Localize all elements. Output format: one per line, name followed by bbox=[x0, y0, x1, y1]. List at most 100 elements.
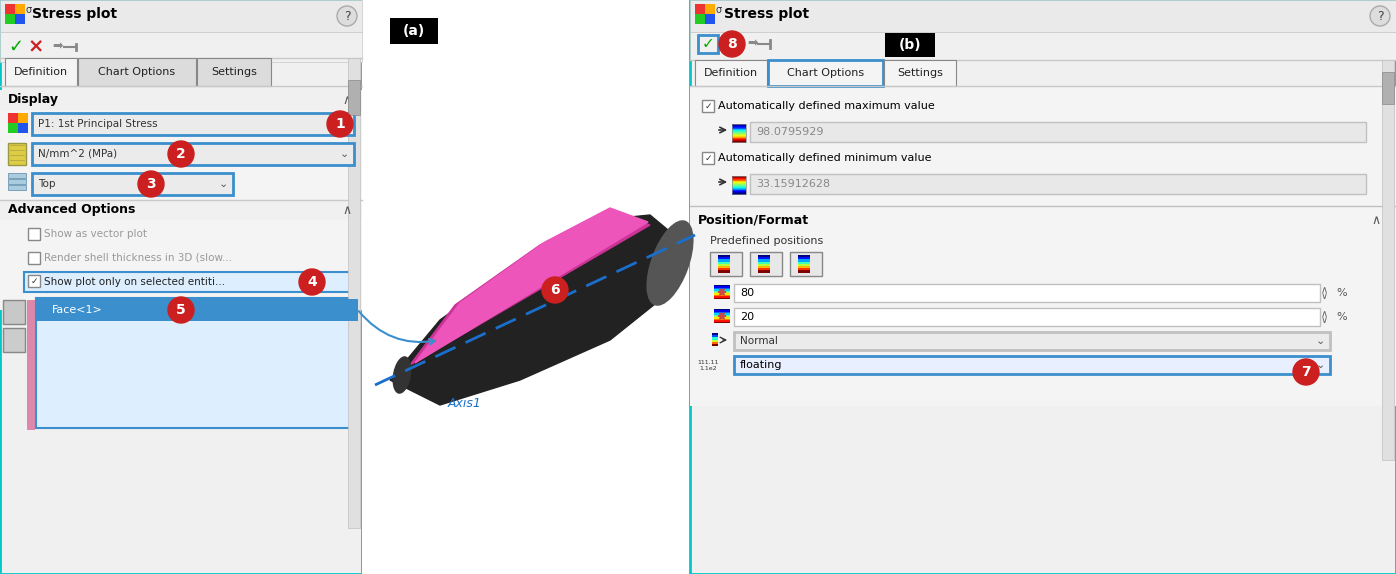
Text: (a): (a) bbox=[403, 24, 426, 38]
Bar bbox=[18, 123, 28, 133]
Bar bbox=[8, 185, 27, 190]
Text: Show as vector plot: Show as vector plot bbox=[45, 229, 147, 239]
Bar bbox=[734, 284, 1321, 302]
Text: ➡: ➡ bbox=[748, 37, 758, 51]
Bar bbox=[718, 266, 730, 268]
Text: Stress plot: Stress plot bbox=[32, 7, 117, 21]
Bar bbox=[0, 220, 362, 310]
Bar bbox=[732, 176, 745, 194]
Bar bbox=[6, 4, 15, 14]
Bar bbox=[732, 177, 745, 179]
Bar bbox=[734, 308, 1321, 326]
Text: Normal: Normal bbox=[740, 336, 778, 346]
Circle shape bbox=[336, 6, 357, 26]
Bar bbox=[732, 188, 745, 189]
Text: Definition: Definition bbox=[704, 68, 758, 78]
Bar bbox=[718, 264, 730, 266]
Circle shape bbox=[1369, 6, 1390, 26]
Bar bbox=[713, 313, 730, 315]
Bar bbox=[750, 174, 1367, 194]
Circle shape bbox=[168, 297, 194, 323]
Bar bbox=[702, 152, 713, 164]
Bar bbox=[713, 320, 730, 321]
Bar bbox=[15, 14, 25, 24]
Bar bbox=[3, 300, 25, 324]
Bar bbox=[712, 333, 718, 335]
Bar bbox=[750, 252, 782, 276]
Bar bbox=[768, 60, 884, 86]
Bar bbox=[0, 90, 362, 110]
Bar bbox=[732, 184, 745, 185]
Text: 1: 1 bbox=[335, 117, 345, 131]
Bar bbox=[3, 328, 25, 352]
Text: 8: 8 bbox=[727, 37, 737, 51]
Bar bbox=[690, 86, 1396, 406]
Ellipse shape bbox=[392, 356, 412, 394]
Bar bbox=[695, 60, 766, 86]
Bar bbox=[713, 285, 730, 286]
Bar bbox=[799, 264, 810, 266]
Bar bbox=[799, 266, 810, 268]
Text: floating: floating bbox=[740, 360, 783, 370]
Bar bbox=[713, 319, 730, 320]
Bar bbox=[732, 133, 745, 134]
Text: σ: σ bbox=[715, 5, 722, 15]
Bar bbox=[32, 113, 355, 135]
Bar bbox=[732, 127, 745, 129]
Text: Definition: Definition bbox=[14, 67, 68, 77]
Bar bbox=[36, 298, 357, 428]
Bar bbox=[6, 14, 15, 24]
Bar bbox=[732, 125, 745, 126]
Text: ➡: ➡ bbox=[53, 41, 63, 53]
Text: Display: Display bbox=[8, 94, 59, 107]
Bar bbox=[732, 135, 745, 136]
Text: ×: × bbox=[28, 37, 45, 56]
Text: ∧: ∧ bbox=[342, 204, 352, 216]
Text: Render shell thickness in 3D (slow...: Render shell thickness in 3D (slow... bbox=[45, 253, 232, 263]
Text: Face<1>: Face<1> bbox=[52, 305, 103, 315]
Bar bbox=[712, 338, 718, 340]
Bar bbox=[1382, 72, 1395, 104]
Bar bbox=[718, 262, 730, 264]
Bar bbox=[18, 113, 28, 123]
Text: %: % bbox=[1336, 288, 1347, 298]
Text: ✓: ✓ bbox=[704, 102, 712, 111]
Polygon shape bbox=[389, 215, 680, 405]
Bar bbox=[28, 275, 40, 287]
Bar bbox=[732, 138, 745, 139]
Bar bbox=[790, 252, 822, 276]
Bar bbox=[8, 143, 27, 165]
Bar bbox=[713, 289, 730, 290]
Text: (b): (b) bbox=[899, 38, 921, 52]
Bar bbox=[698, 35, 718, 53]
Ellipse shape bbox=[646, 220, 694, 306]
Bar bbox=[713, 321, 730, 323]
Bar bbox=[348, 58, 360, 528]
Text: ?: ? bbox=[343, 10, 350, 22]
Text: Axis1: Axis1 bbox=[448, 397, 482, 410]
Bar bbox=[8, 113, 18, 123]
Bar bbox=[8, 123, 18, 133]
Bar bbox=[799, 262, 810, 264]
Circle shape bbox=[1293, 359, 1319, 385]
Bar bbox=[750, 122, 1367, 142]
Bar bbox=[1382, 60, 1395, 460]
Bar bbox=[758, 268, 771, 270]
Bar bbox=[712, 344, 718, 346]
Bar bbox=[27, 300, 35, 430]
Bar bbox=[758, 262, 771, 264]
Bar bbox=[758, 266, 771, 268]
Bar bbox=[732, 135, 745, 137]
Bar bbox=[732, 124, 745, 142]
Text: 98.0795929: 98.0795929 bbox=[757, 127, 824, 137]
Text: Automatically defined minimum value: Automatically defined minimum value bbox=[718, 153, 931, 163]
Text: 4: 4 bbox=[307, 275, 317, 289]
Bar bbox=[732, 138, 745, 140]
Text: Automatically defined maximum value: Automatically defined maximum value bbox=[718, 101, 935, 111]
Bar bbox=[348, 80, 360, 115]
Text: ✓: ✓ bbox=[8, 38, 24, 56]
Text: ✓: ✓ bbox=[702, 37, 715, 52]
Bar bbox=[732, 129, 745, 131]
Bar bbox=[732, 180, 745, 181]
Bar bbox=[732, 131, 745, 133]
